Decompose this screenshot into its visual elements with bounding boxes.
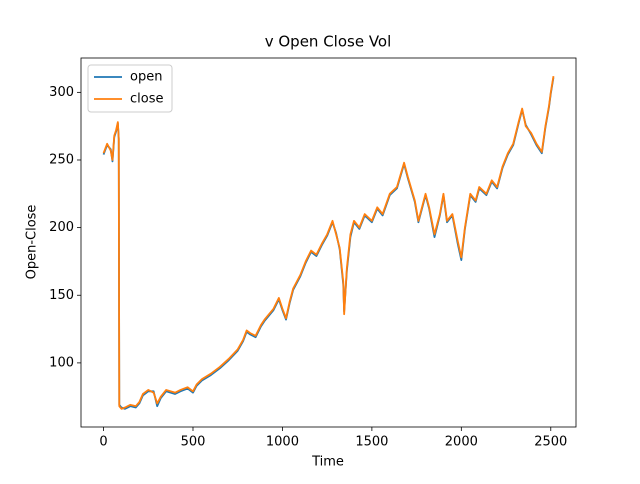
- y-tick-label: 250: [49, 152, 74, 167]
- x-tick-label: 2500: [534, 435, 567, 450]
- y-tick-label: 200: [49, 220, 74, 235]
- series-line: [102, 77, 555, 410]
- x-tick-label: 0: [99, 435, 107, 450]
- legend-label: open: [130, 70, 162, 85]
- y-axis-label: Open-Close: [25, 205, 40, 280]
- x-tick-label: 1000: [266, 435, 299, 450]
- x-tick-label: 500: [181, 435, 206, 450]
- series-line: [102, 75, 555, 410]
- y-tick-label: 100: [49, 355, 74, 370]
- y-tick-label: 150: [49, 288, 74, 303]
- chart-title: v Open Close Vol: [265, 33, 392, 51]
- y-tick-label: 300: [49, 85, 74, 100]
- plot-frame: [80, 57, 577, 428]
- legend-label: close: [130, 92, 163, 107]
- x-axis-label: Time: [311, 455, 344, 470]
- x-tick-label: 2000: [445, 435, 478, 450]
- x-tick-label: 1500: [355, 435, 388, 450]
